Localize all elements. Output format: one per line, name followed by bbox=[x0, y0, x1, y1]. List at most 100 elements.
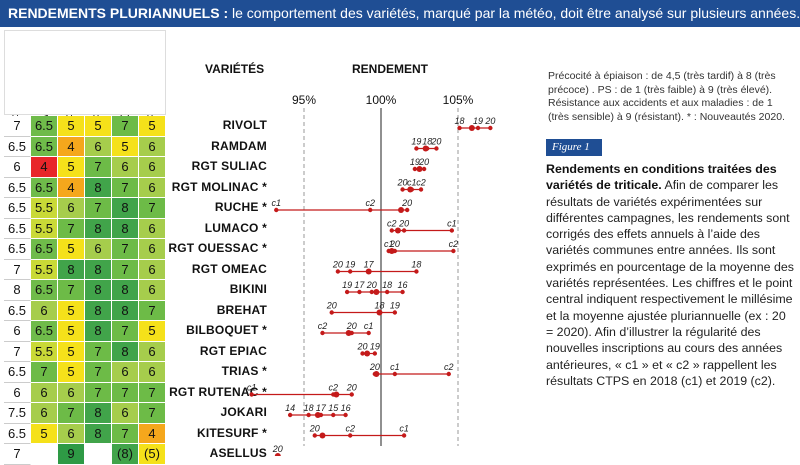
score-cell: 7 bbox=[31, 362, 58, 383]
year-label: 20 bbox=[397, 178, 408, 188]
score-cell: 7 bbox=[58, 218, 85, 239]
table-header-box bbox=[4, 30, 166, 115]
score-cell: 5 bbox=[58, 157, 85, 178]
score-cell: 6 bbox=[139, 259, 166, 280]
score-cell: 8 bbox=[112, 341, 139, 362]
score-cell: 6 bbox=[112, 157, 139, 178]
score-cell: 5 bbox=[112, 136, 139, 157]
score-cell: 7 bbox=[112, 116, 139, 137]
score-cell: 6 bbox=[112, 403, 139, 424]
year-label: 19 bbox=[345, 260, 355, 270]
score-cell: 7 bbox=[139, 382, 166, 403]
banner-subtitle: le comportement des variétés, marqué par… bbox=[228, 5, 800, 21]
year-label: c2 bbox=[444, 362, 454, 372]
score-cell: 6 bbox=[139, 136, 166, 157]
year-label: c2 bbox=[329, 383, 339, 393]
year-label: c1 bbox=[390, 362, 400, 372]
score-cell: 6 bbox=[139, 239, 166, 260]
score-cell: 7 bbox=[85, 198, 112, 219]
score-cell: 4 bbox=[139, 423, 166, 444]
year-label: c2 bbox=[416, 178, 426, 188]
year-label: 20 bbox=[369, 362, 380, 372]
year-point bbox=[329, 310, 334, 315]
score-cell: 5 bbox=[58, 321, 85, 342]
rendement-title: RENDEMENT bbox=[352, 62, 429, 76]
score-cell: 6 bbox=[139, 341, 166, 362]
year-point bbox=[368, 207, 373, 213]
year-label: 19 bbox=[370, 342, 380, 352]
score-cell: 7 bbox=[139, 300, 166, 321]
year-point bbox=[384, 289, 390, 295]
figure-tag: Figure 1 bbox=[546, 139, 602, 156]
year-point bbox=[392, 310, 398, 315]
year-label: c1 bbox=[364, 321, 374, 331]
year-label: 20 bbox=[357, 342, 368, 352]
score-cell: 6.5 bbox=[31, 116, 58, 137]
year-point bbox=[344, 289, 350, 295]
mean-point bbox=[416, 166, 423, 172]
mean-point bbox=[314, 412, 321, 418]
score-cell: 5.5 bbox=[31, 341, 58, 362]
score-cell: 5 bbox=[139, 116, 166, 137]
x-tick-label: 105% bbox=[443, 93, 474, 107]
score-cell: 6 bbox=[139, 157, 166, 178]
score-cell: 7 bbox=[85, 341, 112, 362]
variety-name: RGT OUESSAC * bbox=[168, 241, 267, 255]
mean-point bbox=[333, 391, 340, 398]
year-point bbox=[475, 125, 481, 131]
year-label: 20 bbox=[366, 280, 377, 290]
year-label: 20 bbox=[401, 198, 412, 208]
score-cell: 7.5 bbox=[4, 403, 31, 424]
score-cell: 7 bbox=[58, 280, 85, 301]
score-cell: 5.5 bbox=[31, 218, 58, 239]
variety-name: JOKARI bbox=[220, 405, 267, 419]
year-point bbox=[335, 269, 341, 274]
score-cell: 6.5 bbox=[4, 136, 31, 157]
year-point bbox=[366, 330, 371, 336]
score-cell: 6 bbox=[139, 218, 166, 239]
score-cell: 6 bbox=[31, 382, 58, 403]
year-label: 19 bbox=[411, 137, 421, 147]
year-label: c1 bbox=[447, 219, 457, 229]
year-point bbox=[348, 433, 353, 438]
year-label: 18 bbox=[374, 301, 384, 311]
year-label: c1 bbox=[247, 383, 257, 393]
score-cell: 6.5 bbox=[31, 239, 58, 260]
legend-text: Précocité à épiaison : de 4,5 (très tard… bbox=[548, 70, 785, 123]
varietes-title: VARIÉTÉS bbox=[205, 62, 265, 76]
year-point bbox=[401, 433, 407, 438]
year-label: 20 bbox=[346, 321, 357, 331]
variety-name: RGT RUTENAC * bbox=[169, 384, 267, 399]
variety-name: TRIAS * bbox=[221, 364, 267, 378]
score-cell: 8 bbox=[85, 259, 112, 280]
score-cell: 8 bbox=[85, 403, 112, 424]
variety-name: LUMACO * bbox=[204, 220, 267, 235]
year-point bbox=[446, 371, 451, 377]
score-cell: 7 bbox=[4, 116, 31, 137]
score-cell: 6 bbox=[58, 423, 85, 444]
score-cell: 6 bbox=[31, 300, 58, 321]
score-cell: 5 bbox=[58, 116, 85, 137]
year-label: 14 bbox=[285, 403, 295, 413]
year-label: c1 bbox=[384, 239, 394, 249]
mean-point bbox=[319, 432, 326, 439]
year-label: c1 bbox=[407, 178, 417, 188]
year-point bbox=[400, 289, 405, 295]
score-cell: 6.5 bbox=[4, 300, 31, 321]
mean-point bbox=[365, 268, 372, 275]
score-cell: 4 bbox=[58, 136, 85, 157]
year-label: 20 bbox=[332, 260, 343, 270]
banner: RENDEMENTS PLURIANNUELS : le comportemen… bbox=[0, 0, 800, 27]
score-cell: 6.5 bbox=[31, 321, 58, 342]
variety-names: RIVOLT RAMDAM RGT SULIAC RGT MOLINAC * RUCHE… bbox=[150, 0, 267, 460]
year-label: 17 bbox=[364, 260, 375, 270]
mean-point bbox=[345, 330, 352, 336]
year-label: c1 bbox=[272, 198, 282, 208]
score-cell: 6.5 bbox=[4, 177, 31, 198]
banner-title: RENDEMENTS PLURIANNUELS : bbox=[8, 5, 229, 21]
year-label: c2 bbox=[387, 219, 397, 229]
year-label: 20 bbox=[309, 424, 320, 434]
score-cell: 5 bbox=[139, 321, 166, 342]
year-label: 20 bbox=[326, 301, 337, 311]
